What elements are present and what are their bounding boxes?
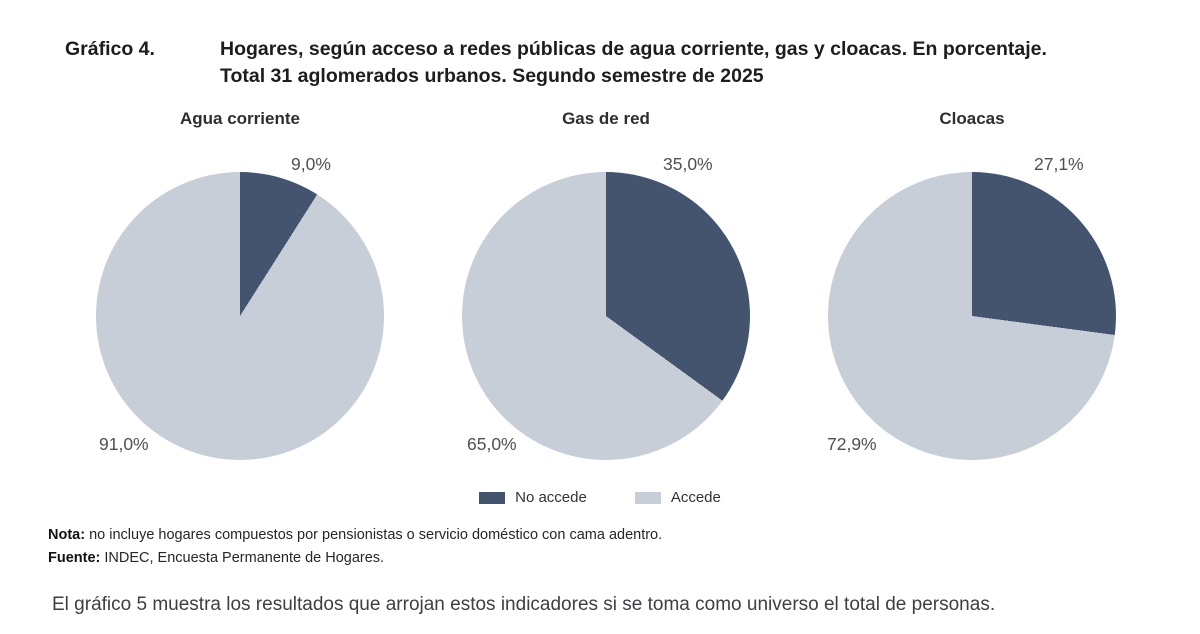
notes-block: Nota: no incluye hogares compuestos por …	[48, 524, 662, 570]
pie-title-cloacas: Cloacas	[939, 109, 1005, 128]
pie-gas-de-red	[462, 172, 750, 460]
pie-label-accede: 91,0%	[99, 434, 149, 454]
pie-title-gas-de-red: Gas de red	[562, 109, 650, 128]
pie-cloacas	[828, 172, 1116, 460]
pie-title-agua-corriente: Agua corriente	[180, 109, 300, 128]
pie-label-accede: 65,0%	[467, 434, 517, 454]
body-paragraph: El gráfico 5 muestra los resultados que …	[52, 594, 996, 615]
source-text: INDEC, Encuesta Permanente de Hogares.	[100, 550, 385, 566]
pie-label-no-accede: 9,0%	[291, 154, 331, 174]
legend-item-accede: Accede	[634, 489, 721, 506]
note-text: no incluye hogares compuestos por pensio…	[85, 527, 663, 543]
pie-label-no-accede: 27,1%	[1034, 154, 1084, 174]
legend: No accede Accede	[0, 489, 1200, 506]
pie-label-no-accede: 35,0%	[663, 154, 713, 174]
figure-title-line1: Hogares, según acceso a redes públicas d…	[220, 38, 1047, 60]
legend-swatch-accede	[634, 491, 661, 504]
source-label: Fuente:	[48, 550, 101, 566]
figure-title-line2: Total 31 aglomerados urbanos. Segundo se…	[220, 65, 764, 87]
pie-chart-cloacas: Cloacas 27,1% 72,9%	[789, 105, 1155, 500]
pie-chart-gas-de-red: Gas de red 35,0% 65,0%	[423, 105, 789, 500]
legend-label-no-accede: No accede	[515, 489, 587, 506]
figure-title: Hogares, según acceso a redes públicas d…	[220, 36, 1047, 90]
legend-label-accede: Accede	[670, 489, 721, 506]
source-line: Fuente: INDEC, Encuesta Permanente de Ho…	[48, 547, 662, 570]
pie-chart-agua-corriente: Agua corriente 9,0% 91,0%	[57, 105, 423, 500]
pie-label-accede: 72,9%	[827, 434, 877, 454]
legend-item-no-accede: No accede	[479, 489, 587, 506]
chart-header: Gráfico 4. Hogares, según acceso a redes…	[65, 36, 1047, 90]
figure-number-label: Gráfico 4.	[65, 38, 155, 60]
note-label: Nota:	[48, 527, 86, 543]
note-line: Nota: no incluye hogares compuestos por …	[48, 524, 662, 547]
legend-swatch-no-accede	[479, 491, 506, 504]
pie-agua-corriente	[96, 172, 384, 460]
